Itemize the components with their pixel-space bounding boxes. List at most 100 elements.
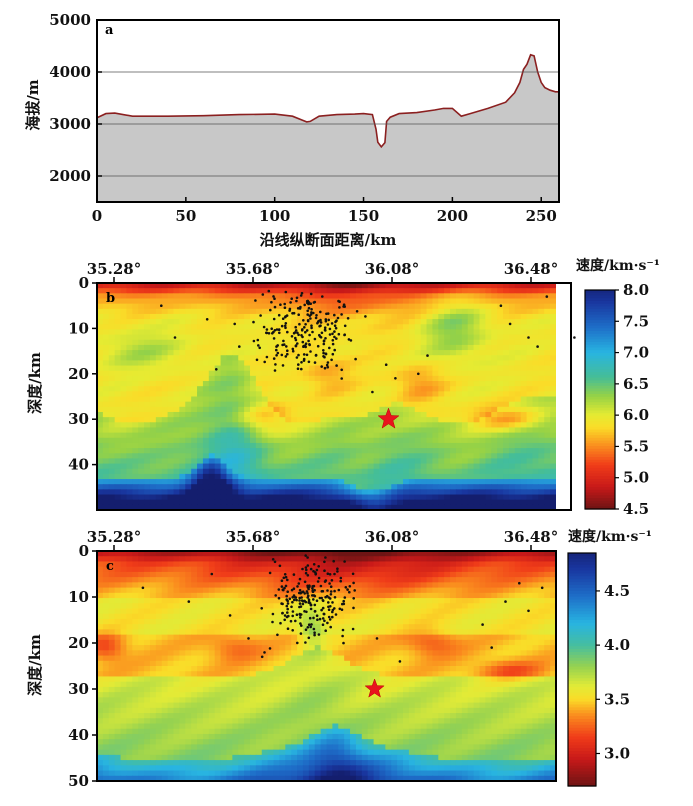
heat-cell	[408, 288, 416, 294]
earthquake-dot	[324, 319, 328, 323]
heat-cell	[126, 360, 133, 367]
heat-cell	[455, 355, 463, 361]
heat-cell	[314, 479, 322, 485]
heat-cell	[397, 360, 404, 367]
heat-cell	[214, 288, 222, 294]
heat-cell	[432, 504, 439, 511]
heat-cell	[179, 577, 186, 583]
heat-cell	[232, 458, 239, 465]
heat-cell	[461, 360, 469, 367]
heat-cell	[426, 308, 434, 315]
heat-cell	[120, 360, 128, 367]
heat-cell	[520, 479, 528, 485]
heat-cell	[244, 577, 251, 583]
heat-cell	[379, 350, 386, 356]
heat-cell	[379, 319, 386, 325]
heat-cell	[461, 432, 469, 439]
heat-cell	[532, 375, 539, 382]
heat-cell	[250, 350, 257, 356]
heat-cell	[473, 417, 481, 423]
heat-cell	[179, 437, 186, 444]
heat-cell	[302, 504, 310, 511]
heat-cell	[220, 308, 228, 315]
heat-cell	[526, 479, 534, 485]
heat-cell	[144, 288, 151, 294]
heat-cell	[273, 283, 281, 289]
heat-cell	[379, 381, 386, 387]
heat-cell	[232, 561, 239, 568]
colorbar-cell	[585, 314, 615, 318]
heat-cell	[155, 411, 163, 418]
heat-cell	[508, 417, 516, 423]
heat-cell	[397, 448, 404, 454]
heat-cell	[285, 396, 292, 403]
heat-cell	[285, 432, 292, 439]
heat-cell	[397, 618, 404, 625]
heat-cell	[167, 329, 175, 336]
heat-cell	[491, 613, 498, 620]
heat-cell	[320, 334, 328, 341]
heat-cell	[385, 442, 392, 449]
heat-cell	[244, 308, 251, 315]
heat-cell	[261, 396, 269, 403]
heat-cell	[120, 442, 128, 449]
heat-cell	[114, 375, 122, 382]
heat-cell	[479, 427, 486, 434]
heat-cell	[373, 468, 381, 475]
heat-cell	[155, 561, 163, 568]
heat-cell	[97, 598, 104, 604]
heat-cell	[550, 473, 557, 480]
heat-cell	[461, 556, 469, 563]
heat-cell	[102, 468, 110, 475]
heat-cell	[514, 406, 522, 413]
heat-cell	[302, 577, 310, 583]
heat-cell	[426, 283, 434, 289]
heat-cell	[550, 556, 557, 563]
heat-cell	[479, 598, 486, 604]
heat-cell	[544, 494, 551, 501]
heat-cell	[432, 448, 439, 454]
heat-cell	[373, 375, 381, 382]
heat-cell	[438, 334, 445, 341]
heat-cell	[485, 577, 492, 583]
heat-cell	[355, 355, 363, 361]
heat-cell	[97, 479, 104, 485]
heat-cell	[491, 298, 498, 305]
heat-cell	[232, 319, 239, 325]
heat-cell	[267, 484, 275, 490]
heat-cell	[197, 442, 204, 449]
heat-cell	[291, 293, 298, 300]
heat-cell	[226, 448, 233, 454]
heat-cell	[261, 463, 269, 470]
heat-cell	[273, 489, 281, 496]
heat-cell	[285, 422, 292, 429]
heat-cell	[279, 303, 286, 310]
heat-cell	[367, 577, 375, 583]
heat-cell	[432, 313, 439, 320]
colorbar-cell	[585, 380, 615, 384]
heat-cell	[273, 370, 281, 377]
heat-cell	[544, 417, 551, 423]
heat-cell	[420, 453, 428, 460]
heat-cell	[432, 370, 439, 377]
heat-cell	[191, 582, 198, 589]
heat-cell	[338, 370, 345, 377]
heat-cell	[350, 422, 357, 429]
heat-cell	[385, 303, 392, 310]
heat-cell	[214, 365, 222, 372]
heat-cell	[438, 603, 445, 610]
heat-cell	[285, 608, 292, 615]
heat-cell	[302, 313, 310, 320]
heat-cell	[120, 468, 128, 475]
heat-cell	[526, 339, 534, 346]
heat-cell	[273, 437, 281, 444]
heat-cell	[455, 437, 463, 444]
heat-cell	[520, 458, 528, 465]
heat-cell	[208, 329, 216, 336]
heat-cell	[97, 329, 104, 336]
heat-cell	[138, 618, 145, 625]
heat-cell	[291, 355, 298, 361]
heat-cell	[314, 499, 322, 506]
heat-cell	[444, 344, 451, 351]
heat-cell	[385, 293, 392, 300]
